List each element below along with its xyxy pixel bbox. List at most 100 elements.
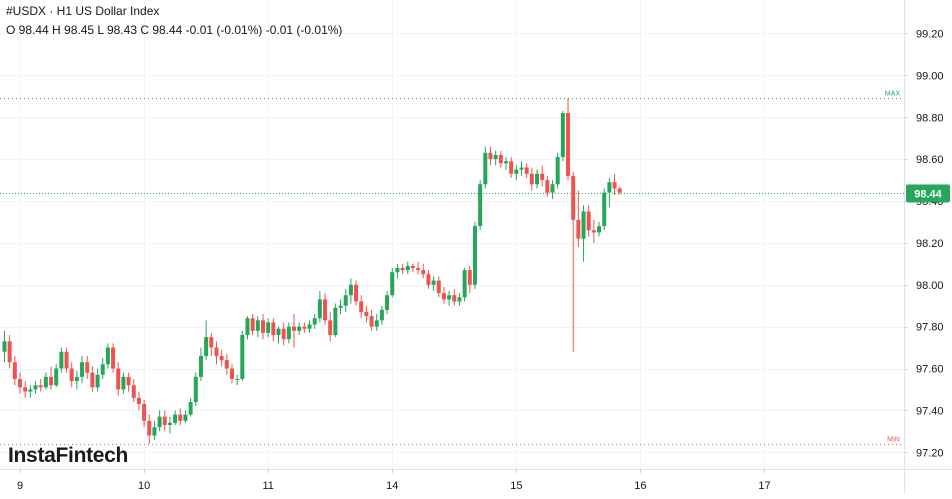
candle-body (488, 152, 493, 160)
candle-body (64, 351, 69, 369)
candle-body (514, 169, 519, 174)
candle-body (188, 402, 193, 415)
candle-body (198, 355, 203, 377)
candle-body (307, 324, 312, 329)
x-tick-label: 11 (262, 480, 273, 492)
candle-body (328, 320, 333, 335)
candle-body (193, 376, 198, 402)
candle-body (224, 360, 229, 369)
candle-body (607, 182, 612, 193)
y-tick-label: 97.80 (916, 322, 944, 334)
candle-body (612, 182, 617, 189)
candle-body (183, 414, 188, 421)
candle-body (142, 404, 147, 421)
candle-body (369, 316, 374, 327)
candle-body (333, 307, 338, 335)
candle-body (80, 362, 85, 377)
candle-body (581, 211, 586, 239)
candle-body (348, 284, 353, 296)
candle-body (441, 293, 446, 300)
candle-body (281, 328, 286, 340)
candle-body (276, 328, 281, 335)
candle-body (447, 295, 452, 300)
candle-body (493, 154, 498, 160)
candle-body (178, 414, 183, 421)
candle-body (379, 309, 384, 321)
candle-body (147, 420, 152, 436)
y-tick-label: 97.60 (916, 364, 944, 376)
candle-body (431, 280, 436, 285)
candle-body (338, 305, 343, 308)
candle-body (545, 180, 550, 193)
candle-body (478, 184, 483, 227)
y-tick-label: 99.20 (916, 29, 944, 41)
candle-body (33, 385, 38, 390)
candle-body (162, 416, 167, 426)
candle-body (152, 427, 157, 436)
candle-body (524, 167, 529, 174)
candle-body (105, 347, 110, 365)
candle-body (472, 226, 477, 285)
candle-body (359, 301, 364, 312)
candle-body (323, 299, 328, 321)
candle-body (28, 389, 33, 392)
candle-body (550, 184, 555, 193)
candle-body (219, 355, 224, 361)
price-axis-bg (904, 0, 952, 494)
candle-body (540, 173, 545, 181)
candle-body (576, 219, 581, 239)
candle-body (12, 362, 17, 379)
candle-body (426, 274, 431, 285)
candle-body (23, 387, 28, 392)
candle-body (69, 368, 74, 382)
candle-body (364, 311, 369, 317)
candle-body (436, 280, 441, 294)
candle-body (54, 368, 59, 386)
candle-body (302, 326, 307, 329)
candle-body (317, 299, 322, 319)
x-tick-label: 16 (634, 480, 646, 492)
candle-body (452, 295, 457, 302)
candle-body (286, 326, 291, 340)
candle-body (2, 341, 7, 352)
candle-body (157, 416, 162, 428)
y-tick-label: 99.00 (916, 70, 944, 82)
candle-body (467, 270, 472, 285)
candle-body (245, 318, 250, 335)
candle-body (214, 347, 219, 356)
candle-body (167, 422, 172, 426)
candle-body (250, 318, 255, 331)
candle-body (519, 167, 524, 170)
candle-body (74, 376, 79, 382)
candle-body (121, 376, 126, 390)
candle-body (136, 397, 141, 405)
candle-body (85, 362, 90, 373)
candles (2, 98, 622, 444)
candle-body (602, 192, 607, 227)
chart-title: #USDX · H1 US Dollar Index (6, 4, 160, 18)
y-tick-label: 98.00 (916, 280, 944, 292)
candle-body (400, 268, 405, 271)
candle-body (597, 226, 602, 233)
candle-body (566, 113, 571, 176)
candle-body (483, 152, 488, 185)
candle-body (509, 161, 514, 174)
ohlc-readout: O 98.44 H 98.45 L 98.43 C 98.44 -0.01 (-… (6, 23, 343, 37)
candle-body (416, 268, 421, 271)
grid (0, 0, 904, 469)
candle-body (240, 335, 245, 379)
candle-body (617, 188, 622, 193)
candle-body (126, 376, 131, 386)
candle-body (405, 265, 410, 271)
reference-lines: MAX MIN (0, 91, 904, 445)
y-tick-label: 98.20 (916, 238, 944, 250)
instafintech-logo: InstaFintech (8, 444, 129, 467)
candle-body (410, 265, 415, 268)
candle-body (591, 230, 596, 233)
y-tick-label: 97.40 (916, 405, 944, 417)
candle-body (312, 318, 317, 325)
candle-body (38, 385, 43, 388)
